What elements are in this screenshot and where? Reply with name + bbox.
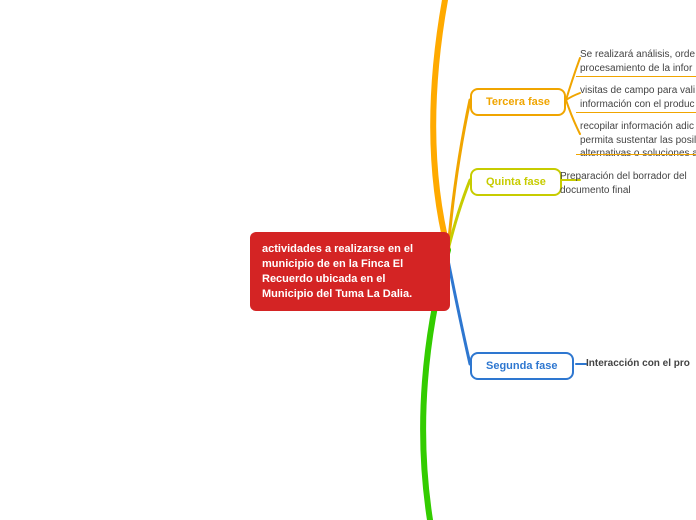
detail-tercera-a: Se realizará análisis, orde procesamient… [580, 48, 696, 75]
phase-tercera[interactable]: Tercera fase [470, 88, 566, 116]
phase-segunda[interactable]: Segunda fase [470, 352, 574, 380]
separator-line [576, 112, 696, 113]
detail-tercera-b: visitas de campo para vali información c… [580, 84, 696, 111]
separator-line [576, 154, 696, 155]
root-node[interactable]: actividades a realizarse en el municipio… [250, 232, 450, 311]
detail-quinta-a: Preparación del borrador del documento f… [560, 170, 696, 197]
separator-line [576, 76, 696, 77]
root-node-text: actividades a realizarse en el municipio… [262, 243, 413, 300]
phase-quinta[interactable]: Quinta fase [470, 168, 562, 196]
detail-segunda-a: Interacción con el pro [586, 357, 696, 371]
